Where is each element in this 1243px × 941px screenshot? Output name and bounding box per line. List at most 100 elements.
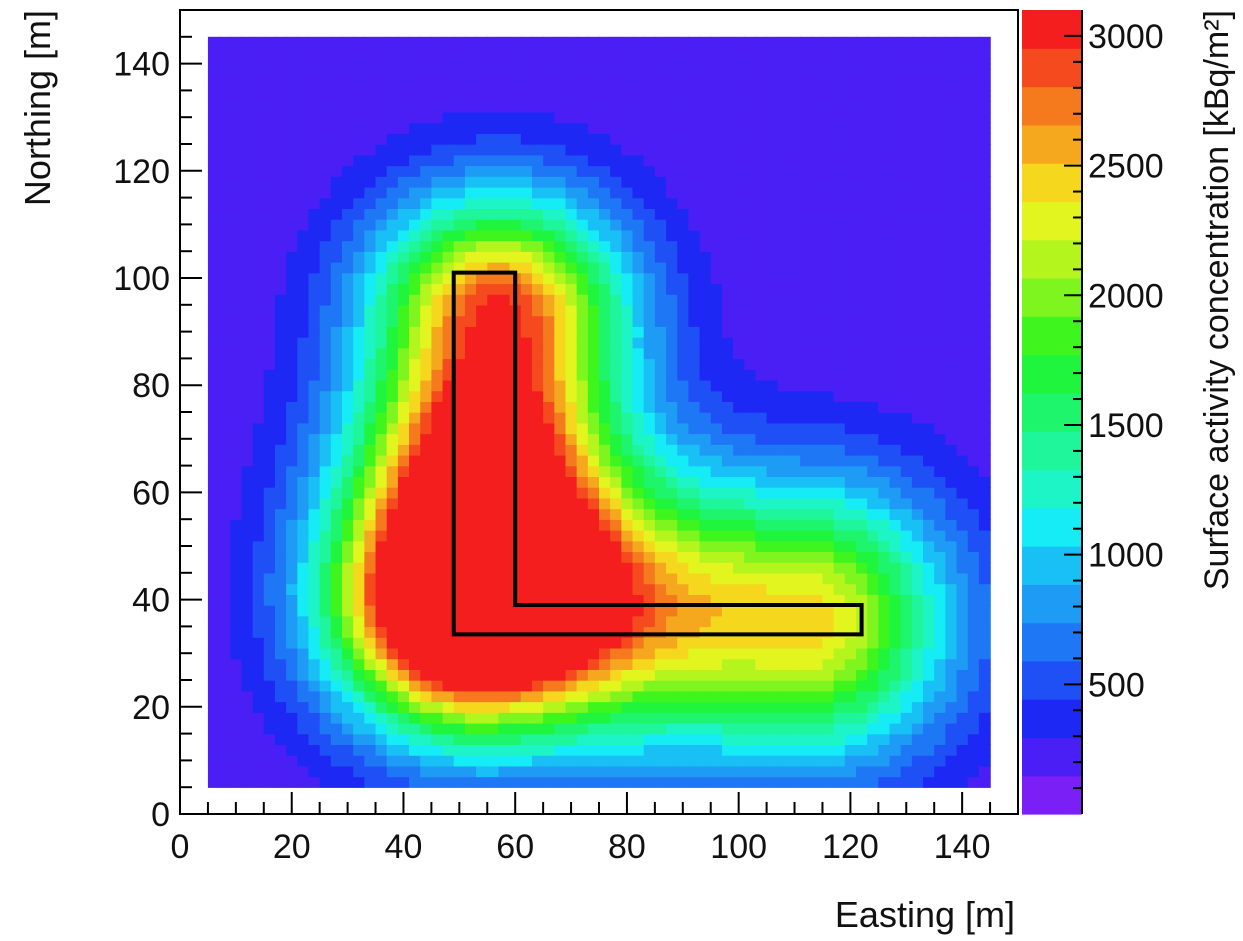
heatmap-cell	[900, 379, 913, 392]
heatmap-cell	[543, 283, 555, 295]
heatmap-cell	[800, 519, 812, 531]
heatmap-cell	[476, 669, 488, 681]
heatmap-cell	[632, 626, 645, 638]
heatmap-cell	[487, 562, 500, 574]
heatmap-cell	[297, 261, 310, 274]
heatmap-cell	[755, 690, 768, 703]
heatmap-cell	[274, 562, 287, 574]
heatmap-cell	[241, 122, 254, 134]
heatmap-cell	[833, 487, 846, 499]
heatmap-cell	[855, 465, 868, 478]
heatmap-cell	[755, 176, 768, 188]
heatmap-cell	[453, 476, 466, 488]
heatmap-cell	[766, 551, 779, 563]
heatmap-cell	[833, 412, 846, 424]
heatmap-cell	[621, 776, 634, 788]
heatmap-cell	[721, 690, 734, 703]
heatmap-cell	[867, 540, 880, 553]
heatmap-cell	[632, 251, 645, 263]
heatmap-cell	[788, 433, 801, 445]
heatmap-cell	[632, 540, 645, 553]
heatmap-cell	[599, 744, 611, 756]
heatmap-cell	[911, 701, 924, 713]
heatmap-cell	[621, 412, 634, 424]
heatmap-cell	[353, 79, 366, 92]
heatmap-cell	[587, 487, 600, 499]
heatmap-cell	[353, 133, 366, 145]
heatmap-cell	[822, 315, 835, 327]
heatmap-cell	[610, 272, 623, 285]
heatmap-cell	[241, 444, 254, 456]
heatmap-cell	[554, 358, 567, 370]
heatmap-cell	[677, 294, 690, 306]
heatmap-cell	[375, 551, 388, 563]
heatmap-cell	[710, 733, 723, 746]
heatmap-cell	[811, 733, 824, 746]
heatmap-cell	[420, 208, 433, 220]
heatmap-cell	[241, 272, 254, 285]
heatmap-cell	[274, 47, 287, 59]
heatmap-cell	[733, 722, 745, 735]
heatmap-cell	[520, 186, 533, 199]
heatmap-cell	[610, 154, 623, 167]
heatmap-cell	[878, 422, 891, 435]
heatmap-cell	[230, 701, 243, 713]
heatmap-cell	[777, 315, 790, 327]
heatmap-cell	[442, 572, 455, 585]
heatmap-cell	[744, 326, 757, 338]
heatmap-cell	[442, 540, 455, 553]
heatmap-cell	[699, 626, 712, 638]
heatmap-cell	[565, 197, 578, 210]
heatmap-cell	[677, 47, 690, 59]
heatmap-cell	[621, 658, 634, 670]
heatmap-cell	[420, 219, 433, 231]
heatmap-cell	[855, 58, 868, 70]
heatmap-cell	[844, 594, 857, 606]
heatmap-cell	[632, 776, 645, 788]
heatmap-cell	[978, 358, 991, 370]
heatmap-cell	[699, 722, 712, 735]
heatmap-cell	[844, 315, 857, 327]
heatmap-cell	[576, 487, 589, 499]
heatmap-cell	[599, 690, 611, 703]
heatmap-cell	[710, 444, 723, 456]
heatmap-cell	[610, 680, 623, 692]
heatmap-cell	[498, 272, 511, 285]
heatmap-cell	[453, 444, 466, 456]
heatmap-cell	[207, 551, 220, 563]
heatmap-cell	[699, 583, 712, 595]
heatmap-cell	[621, 551, 634, 563]
heatmap-cell	[386, 658, 399, 670]
heatmap-cell	[397, 658, 410, 670]
heatmap-cell	[878, 111, 891, 124]
heatmap-cell	[531, 572, 544, 585]
heatmap-cell	[230, 615, 243, 628]
heatmap-cell	[230, 712, 243, 724]
heatmap-cell	[889, 261, 902, 274]
heatmap-cell	[565, 186, 578, 199]
heatmap-cell	[565, 90, 578, 102]
heatmap-cell	[565, 101, 578, 113]
heatmap-cell	[576, 508, 589, 520]
heatmap-cell	[766, 454, 779, 467]
heatmap-cell	[632, 412, 645, 424]
heatmap-cell	[766, 583, 779, 595]
heatmap-cell	[274, 283, 287, 295]
heatmap-cell	[643, 379, 656, 392]
heatmap-cell	[263, 369, 276, 381]
heatmap-cell	[442, 680, 455, 692]
heatmap-cell	[967, 58, 980, 70]
heatmap-cell	[755, 154, 768, 167]
heatmap-cell	[721, 444, 734, 456]
heatmap-cell	[442, 197, 455, 210]
heatmap-cell	[498, 68, 511, 81]
heatmap-cell	[654, 755, 667, 767]
heatmap-cell	[308, 776, 321, 788]
heatmap-cell	[498, 358, 511, 370]
heatmap-cell	[263, 755, 276, 767]
heatmap-cell	[219, 47, 231, 59]
heatmap-cell	[353, 765, 366, 778]
heatmap-cell	[900, 369, 913, 381]
heatmap-cell	[520, 379, 533, 392]
heatmap-cell	[252, 776, 265, 788]
